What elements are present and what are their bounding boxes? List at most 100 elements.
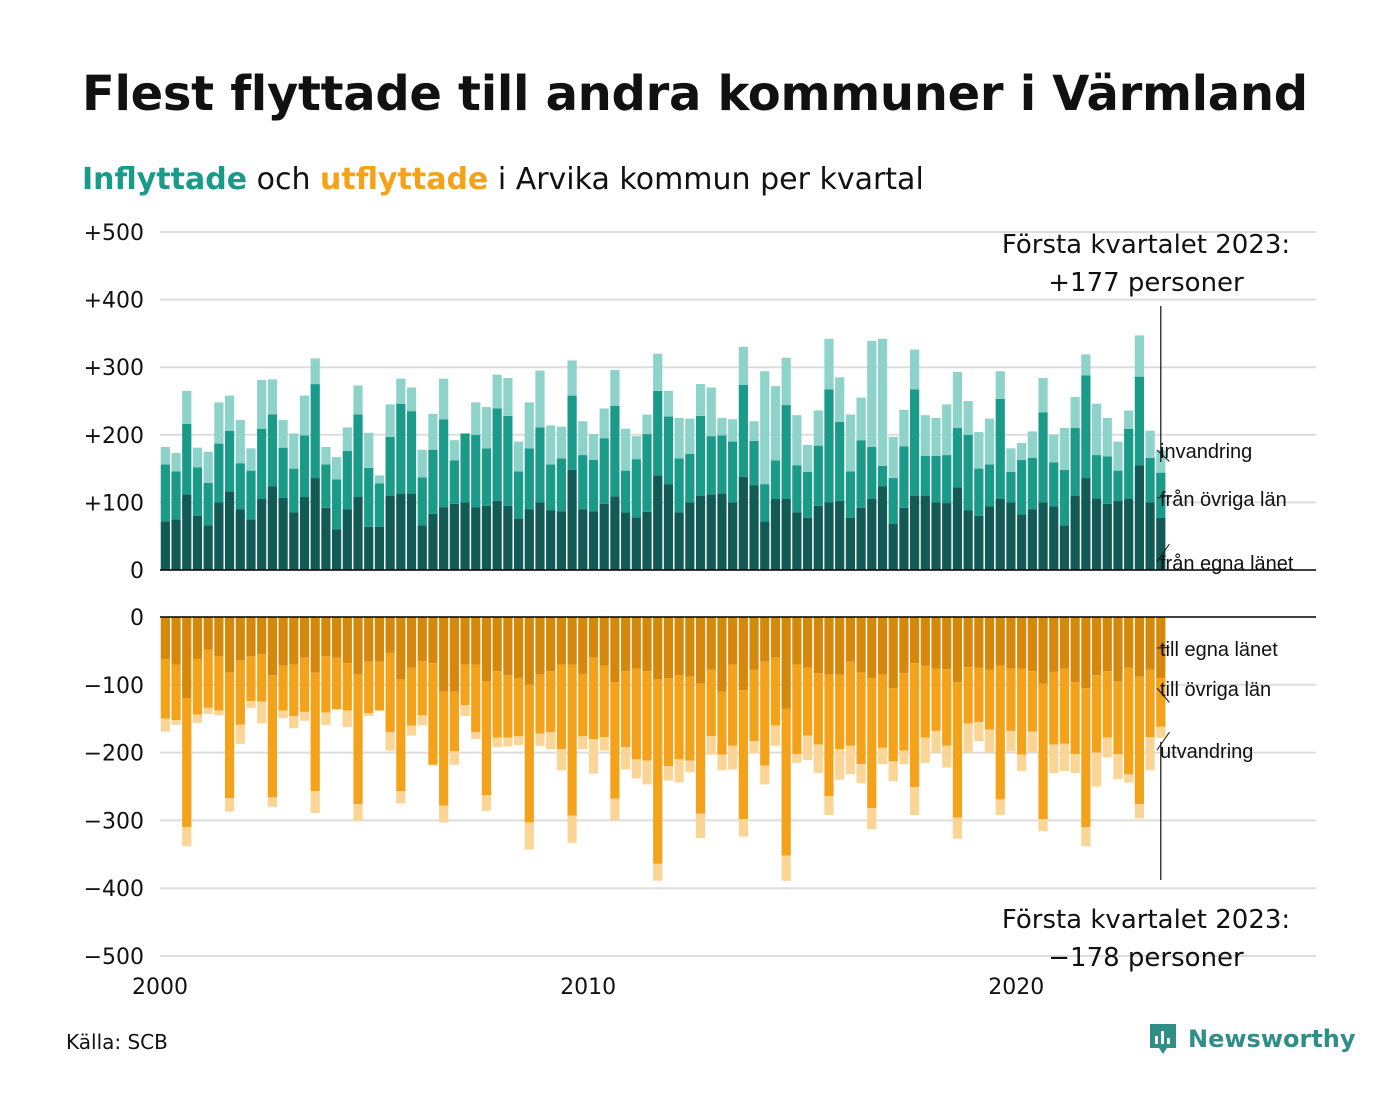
bar-in-ovriga-lan bbox=[257, 428, 267, 500]
bar-out-egna-lanet bbox=[1017, 617, 1027, 669]
bar-out-egna-lanet bbox=[717, 617, 727, 692]
series-label-out-egna: till egna länet bbox=[1160, 639, 1278, 661]
bar-in-egna-lanet bbox=[332, 529, 342, 570]
bar-in-ovriga-lan bbox=[578, 455, 588, 510]
bar-out-egna-lanet bbox=[214, 617, 224, 657]
bar-in-ovriga-lan bbox=[835, 421, 845, 502]
bar-in-ovriga-lan bbox=[556, 458, 566, 512]
bar-in-ovriga-lan bbox=[888, 478, 898, 525]
bar-out-egna-lanet bbox=[974, 617, 984, 668]
bar-in-invandring bbox=[867, 340, 877, 447]
bar-in-ovriga-lan bbox=[1070, 428, 1080, 496]
bar-out-ovriga-lan bbox=[471, 664, 481, 733]
bar-out-ovriga-lan bbox=[856, 672, 866, 765]
bar-in-egna-lanet bbox=[1038, 502, 1048, 570]
bar-out-egna-lanet bbox=[439, 617, 449, 692]
bar-in-invandring bbox=[802, 444, 813, 472]
bar-out-ovriga-lan bbox=[160, 659, 170, 719]
bar-in-invandring bbox=[1091, 403, 1102, 456]
bar-in-ovriga-lan bbox=[599, 438, 609, 504]
series-label-in-invandring: invandring bbox=[1160, 441, 1252, 463]
bar-in-invandring bbox=[267, 379, 277, 415]
bar-in-egna-lanet bbox=[749, 485, 759, 570]
bar-out-utvandring bbox=[631, 759, 641, 779]
bar-in-ovriga-lan bbox=[695, 415, 706, 496]
bar-out-utvandring bbox=[770, 725, 781, 746]
bar-out-egna-lanet bbox=[342, 617, 352, 664]
bar-in-egna-lanet bbox=[974, 515, 984, 570]
bar-out-utvandring bbox=[492, 737, 502, 748]
bar-out-ovriga-lan bbox=[717, 691, 727, 755]
bar-out-ovriga-lan bbox=[513, 678, 524, 737]
annotation-top-line: +177 personer bbox=[1048, 268, 1244, 298]
bar-in-ovriga-lan bbox=[610, 405, 620, 497]
bar-out-egna-lanet bbox=[503, 617, 513, 676]
bar-in-invandring bbox=[599, 408, 609, 439]
bar-in-invandring bbox=[439, 378, 449, 420]
bar-in-ovriga-lan bbox=[1027, 457, 1037, 510]
bar-in-egna-lanet bbox=[867, 499, 877, 570]
bar-out-utvandring bbox=[588, 739, 599, 774]
bar-in-egna-lanet bbox=[1091, 498, 1102, 570]
bar-in-ovriga-lan bbox=[631, 459, 641, 518]
bar-out-utvandring bbox=[417, 715, 427, 726]
bar-out-ovriga-lan bbox=[492, 671, 502, 738]
bar-out-egna-lanet bbox=[556, 617, 566, 665]
bar-in-egna-lanet bbox=[717, 493, 727, 570]
bar-out-egna-lanet bbox=[417, 617, 427, 662]
bar-out-egna-lanet bbox=[781, 617, 791, 709]
bar-out-ovriga-lan bbox=[321, 656, 331, 713]
bar-out-ovriga-lan bbox=[1070, 682, 1080, 754]
bar-out-egna-lanet bbox=[513, 617, 524, 679]
bar-out-ovriga-lan bbox=[428, 663, 438, 765]
bar-in-invandring bbox=[171, 453, 181, 472]
bar-in-ovriga-lan bbox=[171, 471, 181, 520]
bar-in-invandring bbox=[642, 414, 652, 435]
bar-out-egna-lanet bbox=[182, 617, 192, 699]
bar-in-ovriga-lan bbox=[289, 468, 299, 513]
bar-in-ovriga-lan bbox=[1059, 469, 1070, 526]
bar-out-ovriga-lan bbox=[899, 673, 909, 751]
bar-in-invandring bbox=[374, 475, 385, 484]
bar-in-invandring bbox=[385, 404, 395, 437]
bar-in-invandring bbox=[674, 417, 684, 459]
bar-in-invandring bbox=[995, 371, 1005, 399]
bar-out-utvandring bbox=[524, 822, 534, 850]
bar-out-utvandring bbox=[1145, 737, 1155, 771]
bar-out-ovriga-lan bbox=[257, 654, 267, 702]
bar-in-egna-lanet bbox=[728, 502, 738, 570]
bar-in-egna-lanet bbox=[246, 519, 256, 570]
bar-in-invandring bbox=[1145, 430, 1155, 458]
bar-out-ovriga-lan bbox=[1145, 669, 1155, 737]
series-label-out-utvandring: utvandring bbox=[1160, 741, 1253, 763]
bar-out-utvandring bbox=[877, 747, 888, 765]
inflow-bars bbox=[160, 335, 1166, 570]
bar-out-ovriga-lan bbox=[1049, 671, 1059, 745]
bar-out-egna-lanet bbox=[856, 617, 866, 673]
bar-out-ovriga-lan bbox=[332, 657, 342, 710]
bar-in-invandring bbox=[653, 353, 663, 391]
bar-in-ovriga-lan bbox=[728, 441, 738, 503]
subtitle-inflyttade: Inflyttade bbox=[82, 162, 248, 197]
y-tick-label-bottom: −400 bbox=[84, 877, 144, 902]
y-tick-label-top: +100 bbox=[84, 491, 144, 516]
bar-out-ovriga-lan bbox=[481, 681, 492, 796]
bar-out-ovriga-lan bbox=[1038, 683, 1048, 820]
series-label-leader bbox=[1156, 449, 1170, 462]
chart-subtitle: Inflyttade och utflyttade i Arvika kommu… bbox=[82, 162, 924, 197]
bar-out-utvandring bbox=[663, 766, 674, 781]
bar-out-utvandring bbox=[802, 735, 813, 761]
bar-in-egna-lanet bbox=[760, 521, 770, 570]
bar-in-invandring bbox=[471, 402, 481, 435]
bar-in-invandring bbox=[224, 395, 235, 431]
bar-out-utvandring bbox=[353, 804, 363, 822]
bar-out-egna-lanet bbox=[481, 617, 492, 682]
subtitle-och: och bbox=[256, 162, 311, 197]
bar-out-utvandring bbox=[610, 798, 620, 821]
bar-in-invandring bbox=[749, 421, 759, 441]
bar-in-ovriga-lan bbox=[246, 470, 256, 520]
bar-out-ovriga-lan bbox=[920, 665, 930, 738]
bar-in-ovriga-lan bbox=[192, 467, 203, 516]
bar-in-ovriga-lan bbox=[182, 423, 192, 495]
bar-in-egna-lanet bbox=[1156, 517, 1166, 570]
